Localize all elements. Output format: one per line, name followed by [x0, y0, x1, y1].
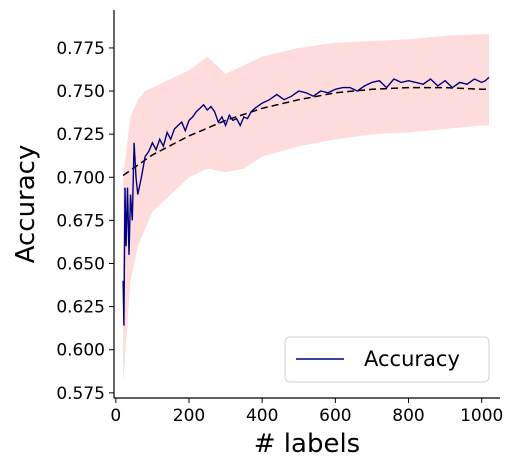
y-tick-label: 0.600	[56, 341, 105, 361]
x-axis-title: # labels	[254, 429, 360, 459]
accuracy-line-layer	[122, 76, 490, 326]
y-ticks: 0.575 0.600 0.625 0.650 0.675 0.700 0.725 0.750…	[56, 39, 114, 404]
axes	[113, 10, 500, 399]
y-tick-label: 0.775	[56, 39, 105, 59]
x-tick-label: 600	[319, 406, 351, 426]
y-axis-title: Accuracy	[11, 145, 41, 264]
x-tick-label: 200	[173, 406, 205, 426]
y-tick-label: 0.675	[56, 211, 105, 231]
accuracy-std-band	[123, 34, 489, 385]
x-tick-label: 0	[110, 406, 121, 426]
x-tick-label: 800	[392, 406, 424, 426]
y-tick-label: 0.750	[56, 82, 105, 102]
legend-label-accuracy: Accuracy	[364, 347, 460, 371]
x-tick-label: 400	[246, 406, 278, 426]
y-tick-label: 0.625	[56, 298, 105, 318]
accuracy-series-line	[122, 76, 490, 326]
y-tick-label: 0.725	[56, 125, 105, 145]
accuracy-band-area	[123, 34, 489, 385]
legend: Accuracy	[284, 336, 490, 383]
legend-box	[284, 336, 490, 383]
trend-dashed-line	[122, 86, 489, 177]
y-tick-label: 0.575	[56, 384, 105, 404]
y-tick-label: 0.650	[56, 254, 105, 274]
trend-line-layer	[122, 86, 489, 177]
y-tick-label: 0.700	[56, 168, 105, 188]
x-tick-label: 1000	[460, 406, 503, 426]
x-ticks: 0 200 400 600 800 1000	[110, 398, 503, 426]
